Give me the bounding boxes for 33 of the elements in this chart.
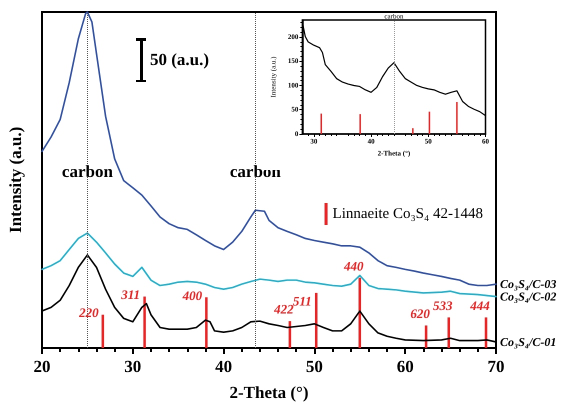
ref-line-label: carbon bbox=[230, 162, 282, 181]
bar bbox=[448, 317, 450, 348]
series-label: Co₃S₄/C-02 bbox=[500, 290, 556, 304]
annotation: 311 bbox=[120, 287, 140, 302]
x-tick-label: 30 bbox=[124, 357, 142, 376]
annotation: 422 bbox=[273, 302, 294, 317]
annotation: 440 bbox=[343, 258, 364, 274]
x-tick-label: 20 bbox=[34, 357, 50, 376]
bar bbox=[484, 317, 488, 348]
ref-line-label: carbon bbox=[62, 162, 114, 181]
bar bbox=[314, 292, 318, 348]
legend-label: Linnaeite Co₃S₄ 42-1448 bbox=[332, 206, 484, 222]
annotation: 533 bbox=[433, 298, 454, 313]
x-tick-label: 50 bbox=[306, 357, 323, 376]
bar bbox=[358, 278, 362, 348]
x-tick-label: 40 bbox=[215, 357, 232, 376]
annotation: 444 bbox=[469, 298, 490, 313]
y-axis-title: Intensity (a.u.) bbox=[6, 126, 26, 236]
x-axis-title: 2-Theta (°) bbox=[229, 383, 309, 402]
annotation: 620 bbox=[410, 306, 430, 321]
annotation: 400 bbox=[182, 288, 203, 303]
x-tick-label: 60 bbox=[396, 357, 414, 376]
annotation: 220 bbox=[78, 305, 100, 320]
x-tick-label: 70 bbox=[488, 357, 504, 376]
series-label: Co₃S₄/C-01 bbox=[500, 334, 556, 349]
series-label: Co₃S₄/C-03 bbox=[500, 277, 556, 292]
bar bbox=[205, 297, 208, 348]
annotation: 50 (a.u.) bbox=[150, 50, 210, 70]
bar bbox=[143, 296, 146, 348]
bar bbox=[424, 325, 428, 348]
bar bbox=[288, 321, 292, 348]
annotation: 511 bbox=[292, 293, 312, 308]
bar bbox=[102, 314, 104, 348]
